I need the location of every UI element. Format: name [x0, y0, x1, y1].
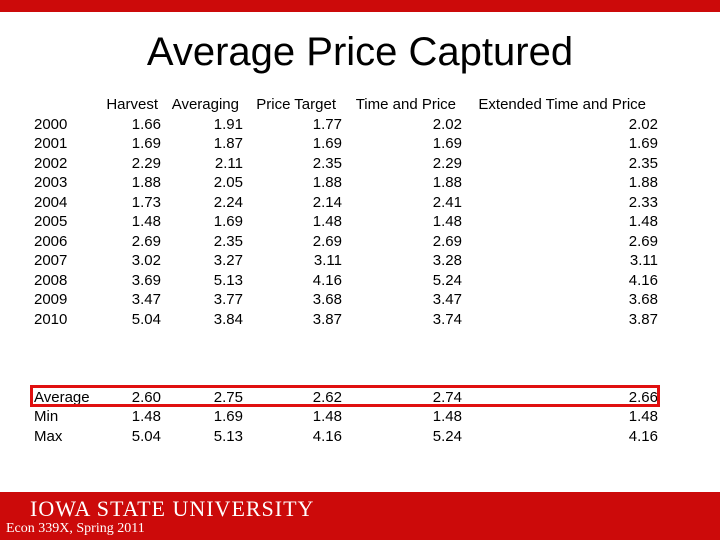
column-header: Time and Price	[355, 96, 456, 113]
table-cell: 1.48	[628, 213, 658, 230]
table-cell: 2.35	[213, 233, 243, 250]
table-cell: 1.66	[131, 116, 161, 133]
table-cell: 1.88	[312, 174, 342, 191]
summary-label: Max	[34, 428, 63, 445]
table-cell: 5.24	[432, 272, 462, 289]
table-cell: 1.48	[312, 213, 342, 230]
table-cell: 1.88	[432, 174, 462, 191]
table-cell: 3.87	[312, 311, 342, 328]
course-label: Econ 339X, Spring 2011	[6, 521, 145, 536]
table-cell: 2.14	[312, 194, 342, 211]
table-cell: 3.69	[131, 272, 161, 289]
table-cell: 3.47	[131, 291, 161, 308]
summary-cell: 5.04	[131, 428, 161, 445]
table-cell: 2.35	[312, 155, 342, 172]
row-label: 2010	[34, 311, 68, 328]
footer-bar	[0, 492, 720, 540]
summary-cell: 2.75	[213, 389, 243, 406]
table-cell: 1.69	[131, 135, 161, 152]
table-cell: 5.04	[131, 311, 161, 328]
table-cell: 2.69	[432, 233, 462, 250]
table-cell: 2.02	[628, 116, 658, 133]
table-cell: 3.68	[312, 291, 342, 308]
table-cell: 1.48	[432, 213, 462, 230]
table-cell: 2.05	[213, 174, 243, 191]
table-cell: 3.02	[131, 252, 161, 269]
table-cell: 1.69	[432, 135, 462, 152]
summary-cell: 1.48	[432, 408, 462, 425]
column-header: Price Target	[256, 96, 336, 113]
table-cell: 3.68	[628, 291, 658, 308]
table-cell: 2.33	[628, 194, 658, 211]
table-cell: 1.48	[131, 213, 161, 230]
table-cell: 1.69	[628, 135, 658, 152]
column-header: Harvest	[106, 96, 158, 113]
table-cell: 4.16	[312, 272, 342, 289]
table-cell: 1.88	[131, 174, 161, 191]
table-cell: 2.11	[214, 155, 243, 172]
summary-cell: 1.69	[213, 408, 243, 425]
table-cell: 2.35	[628, 155, 658, 172]
summary-cell: 4.16	[312, 428, 342, 445]
row-label: 2002	[34, 155, 68, 172]
table-cell: 3.77	[213, 291, 243, 308]
summary-label: Min	[34, 408, 59, 425]
summary-cell: 2.62	[312, 389, 342, 406]
row-label: 2001	[34, 135, 68, 152]
column-header: Averaging	[171, 96, 239, 113]
table-cell: 1.77	[312, 116, 342, 133]
table-cell: 1.73	[131, 194, 161, 211]
summary-cell: 5.13	[213, 428, 243, 445]
summary-cell: 2.74	[432, 389, 462, 406]
top-accent-bar	[0, 0, 720, 12]
table-cell: 2.69	[131, 233, 161, 250]
summary-cell: 5.24	[432, 428, 462, 445]
table-cell: 2.69	[312, 233, 342, 250]
summary-cell: 1.48	[312, 408, 342, 425]
table-cell: 2.69	[628, 233, 658, 250]
summary-cell: 2.60	[131, 389, 161, 406]
table-cell: 3.84	[213, 311, 243, 328]
row-label: 2005	[34, 213, 68, 230]
summary-cell: 1.48	[628, 408, 658, 425]
table-cell: 3.74	[432, 311, 462, 328]
summary-cell: 1.48	[131, 408, 161, 425]
row-label: 2008	[34, 272, 68, 289]
row-label: 2004	[34, 194, 68, 211]
table-cell: 3.47	[432, 291, 462, 308]
summary-label: Average	[34, 389, 90, 406]
table-cell: 1.91	[213, 116, 243, 133]
column-header: Extended Time and Price	[478, 96, 646, 113]
row-label: 2003	[34, 174, 68, 191]
table-cell: 1.87	[213, 135, 243, 152]
table-cell: 3.87	[628, 311, 658, 328]
university-logo: IOWA STATE UNIVERSITY	[30, 496, 315, 521]
summary-cell: 4.16	[628, 428, 658, 445]
table-cell: 2.24	[213, 194, 243, 211]
table-cell: 5.13	[213, 272, 243, 289]
table-cell: 1.69	[312, 135, 342, 152]
table-cell: 3.11	[313, 252, 342, 269]
row-label: 2007	[34, 252, 68, 269]
table-cell: 1.88	[628, 174, 658, 191]
average-row-highlight	[30, 385, 660, 407]
table-cell: 1.69	[213, 213, 243, 230]
table-cell: 2.41	[432, 194, 462, 211]
summary-cell: 2.66	[628, 389, 658, 406]
slide-title: Average Price Captured	[146, 30, 574, 74]
row-label: 2000	[34, 116, 68, 133]
table-cell: 2.29	[131, 155, 161, 172]
row-label: 2009	[34, 291, 68, 308]
table-cell: 3.28	[432, 252, 462, 269]
table-cell: 2.29	[432, 155, 462, 172]
table-cell: 2.02	[432, 116, 462, 133]
table-cell: 4.16	[628, 272, 658, 289]
row-label: 2006	[34, 233, 68, 250]
table-cell: 3.27	[213, 252, 243, 269]
table-cell: 3.11	[629, 252, 658, 269]
